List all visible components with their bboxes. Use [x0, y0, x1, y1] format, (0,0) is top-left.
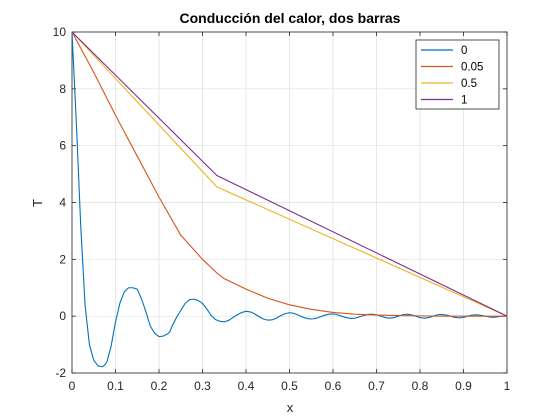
- legend-label-1: 0.05: [461, 62, 483, 74]
- chart-title: Conducción del calor, dos barras: [180, 10, 401, 26]
- x-tick-label: 0.2: [151, 379, 168, 393]
- y-axis-label: T: [30, 199, 45, 207]
- x-tick-label: 1: [504, 379, 511, 393]
- legend-box: [415, 39, 500, 110]
- legend: 0 0.05 0.5 1: [415, 39, 500, 110]
- y-tick-label: 0: [59, 309, 66, 323]
- x-tick-label: 0.1: [107, 379, 124, 393]
- legend-label-3: 1: [461, 95, 467, 107]
- series-lines: [71, 31, 508, 368]
- legend-label-0: 0: [461, 45, 467, 57]
- legend-label-2: 0.5: [461, 78, 477, 90]
- x-tick-label: 0.5: [281, 379, 298, 393]
- y-tick-label: 10: [53, 25, 67, 39]
- x-tick-label: 0: [69, 379, 76, 393]
- x-tick-label: 0.4: [238, 379, 255, 393]
- y-tick-label: 6: [59, 139, 66, 153]
- x-tick-label: 0.8: [412, 379, 429, 393]
- x-tick-label: 0.3: [194, 379, 211, 393]
- series-line-3: [71, 31, 508, 317]
- x-tick-label: 0.9: [455, 379, 472, 393]
- y-tick-label: 8: [59, 82, 66, 96]
- y-tick-label: 2: [59, 252, 66, 266]
- x-tick-label: 0.6: [325, 379, 342, 393]
- x-axis-label: x: [287, 400, 294, 415]
- y-tick-label: -2: [55, 366, 66, 380]
- series-line-2: [71, 31, 508, 317]
- y-tick-label: 4: [59, 196, 66, 210]
- series-line-1: [71, 31, 507, 317]
- x-tick-label: 0.7: [368, 379, 385, 393]
